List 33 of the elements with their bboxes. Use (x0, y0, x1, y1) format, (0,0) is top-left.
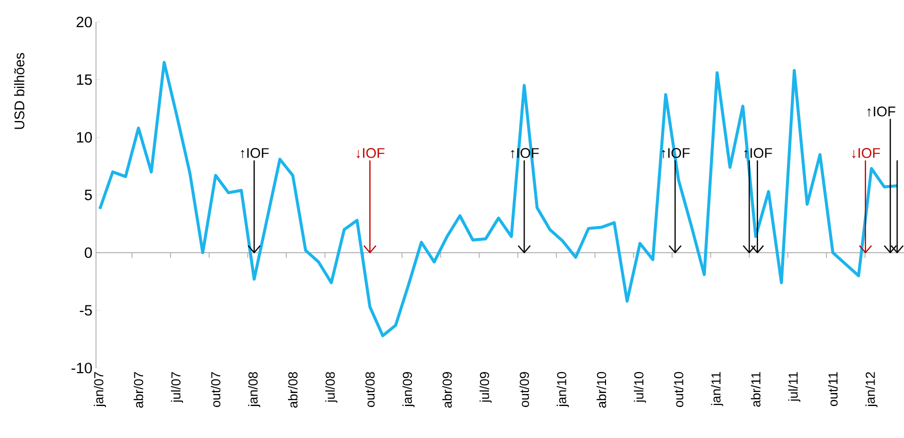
y-tick-label: -5 (80, 305, 92, 316)
x-tick-label: abr/10 (596, 372, 606, 408)
ref-line-label: ↑IOF (867, 106, 896, 117)
x-tick-label: out/10 (674, 372, 684, 407)
x-tick-label: abr/07 (134, 372, 144, 408)
ref-line-label: ↑IOF (240, 148, 269, 158)
x-tick-label: out/11 (828, 372, 838, 406)
x-tick-label: jan/10 (556, 372, 569, 408)
x-tick-label: jul/07 (170, 372, 184, 403)
x-tick-label: jan/11 (711, 372, 724, 406)
ref-line-label: ↓IOF (356, 148, 384, 158)
x-tick-label: jan/07 (94, 372, 106, 408)
y-tick-label: 0 (84, 247, 92, 258)
ref-line-label: ↓IOF (852, 148, 880, 158)
y-tick-label: -10 (72, 362, 92, 374)
y-tick-label: 20 (76, 16, 92, 28)
x-tick-label: jul/10 (634, 372, 646, 403)
y-tick-label: 5 (84, 190, 92, 200)
x-tick-label: out/07 (210, 372, 220, 407)
x-tick-label: jan/09 (402, 372, 415, 408)
x-tick-label: abr/11 (750, 372, 760, 407)
y-tick-label: 10 (77, 132, 92, 143)
x-tick-label: jul/08 (325, 372, 338, 403)
x-tick-label: out/09 (519, 372, 529, 407)
y-axis-title: USD bilhões (14, 52, 24, 129)
x-tick-label: jan/08 (248, 372, 260, 408)
x-tick-label: jul/11 (788, 372, 800, 402)
y-tick-label: 15 (77, 74, 92, 85)
x-tick-label: abr/09 (442, 372, 452, 408)
x-tick-label: abr/08 (288, 372, 298, 408)
x-tick-label: jul/09 (480, 372, 492, 403)
x-tick-label: jan/12 (865, 372, 878, 408)
x-tick-label: out/08 (365, 372, 375, 407)
